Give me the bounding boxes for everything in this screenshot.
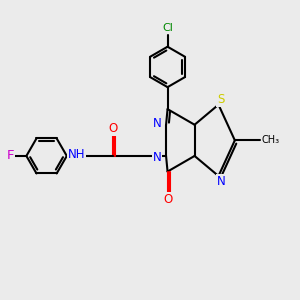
Text: Cl: Cl xyxy=(162,23,173,33)
Text: O: O xyxy=(163,193,172,206)
Text: F: F xyxy=(6,149,14,162)
Text: N: N xyxy=(153,151,161,164)
Text: NH: NH xyxy=(68,148,85,161)
Text: N: N xyxy=(217,175,225,188)
Text: N: N xyxy=(153,117,161,130)
Text: O: O xyxy=(108,122,117,135)
Text: CH₃: CH₃ xyxy=(261,135,279,145)
Text: S: S xyxy=(217,93,225,106)
